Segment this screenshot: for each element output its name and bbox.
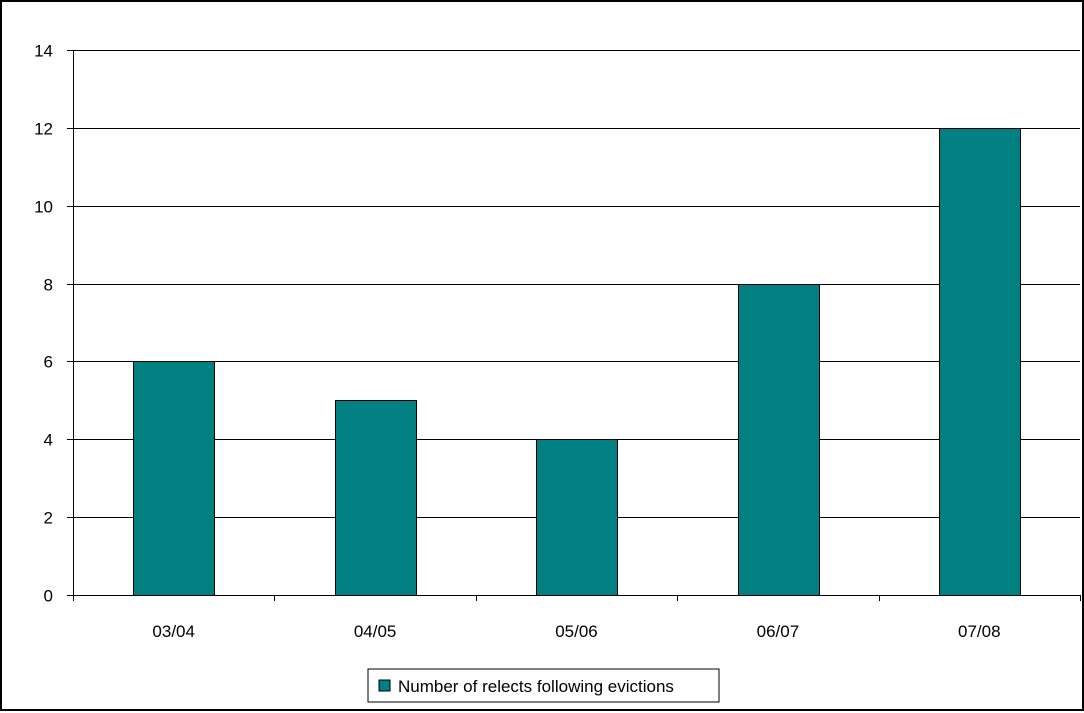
y-tick-label-4: 4 xyxy=(44,431,53,450)
x-tick-label-05-06: 05/06 xyxy=(555,622,598,641)
bar-04-05 xyxy=(335,400,417,596)
bars xyxy=(133,128,1021,596)
legend-box xyxy=(367,668,720,703)
y-tick-label-14: 14 xyxy=(34,42,53,61)
bar-07-08 xyxy=(939,128,1021,596)
bar-05-06 xyxy=(536,439,618,596)
bar-06-07 xyxy=(738,284,820,596)
y-tick-label-0: 0 xyxy=(44,587,53,606)
x-tick-label-03-04: 03/04 xyxy=(152,622,195,641)
legend: Number of relects following evictions xyxy=(367,668,720,703)
x-tick-labels: 03/04 04/05 05/06 06/07 07/08 xyxy=(152,622,1000,641)
x-tick-label-07-08: 07/08 xyxy=(958,622,1001,641)
gridlines xyxy=(73,50,1080,518)
legend-swatch xyxy=(378,679,391,692)
axes xyxy=(67,50,1081,601)
y-tick-label-6: 6 xyxy=(44,353,53,372)
y-tick-label-12: 12 xyxy=(34,120,53,139)
legend-label: Number of relects following evictions xyxy=(398,677,674,696)
y-tick-labels: 0 2 4 6 8 10 12 14 xyxy=(34,42,53,606)
y-tick-label-8: 8 xyxy=(44,276,53,295)
bar-03-04 xyxy=(133,361,215,596)
x-tick-label-04-05: 04/05 xyxy=(354,622,397,641)
y-tick-label-2: 2 xyxy=(44,509,53,528)
x-tick-label-06-07: 06/07 xyxy=(757,622,800,641)
y-tick-label-10: 10 xyxy=(34,198,53,217)
